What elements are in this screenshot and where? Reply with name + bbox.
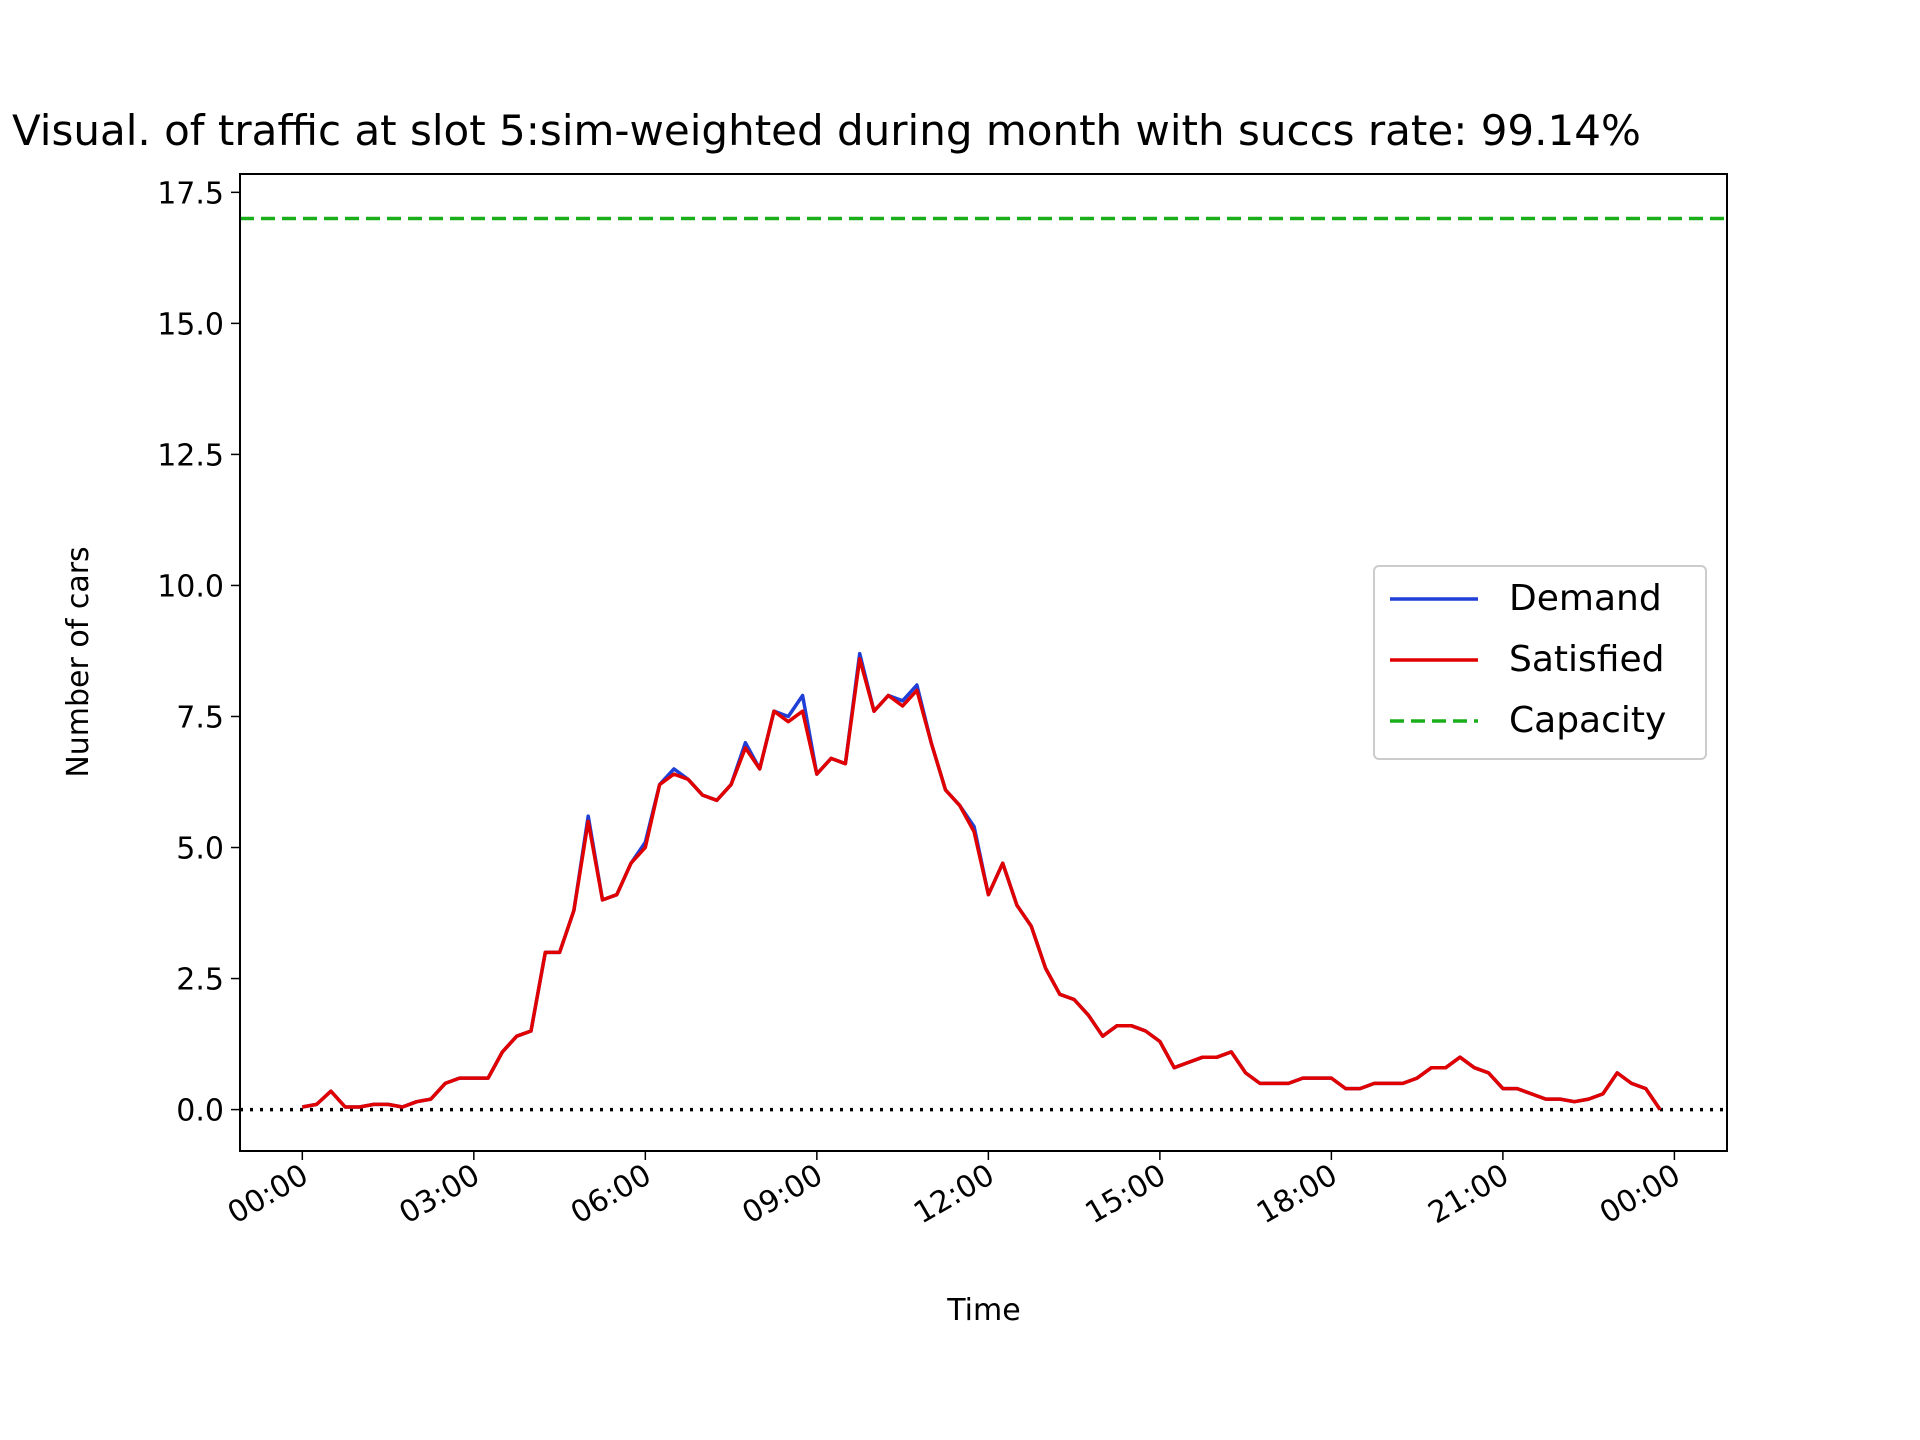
legend-label: Demand [1509,578,1662,619]
axes-frame [239,173,1728,1152]
x-axis-label: Time [946,1293,1020,1328]
x-tick-label: 03:00 [393,1158,485,1232]
x-tick-label: 09:00 [736,1158,828,1232]
x-tick-label: 12:00 [908,1158,1000,1232]
x-tick-label: 15:00 [1079,1158,1171,1232]
x-tick-label: 00:00 [222,1158,314,1232]
x-tick-label: 21:00 [1423,1158,1515,1232]
y-tick-label: 12.5 [157,438,224,473]
legend-box [1373,565,1707,760]
y-tick-label: 17.5 [157,176,224,211]
legend-label: Capacity [1509,700,1666,741]
x-tick-label: 18:00 [1251,1158,1343,1232]
y-tick-label: 7.5 [176,700,224,735]
y-tick-label: 10.0 [157,569,224,604]
y-tick-label: 5.0 [176,832,224,867]
y-axis-label: Number of cars [61,546,96,777]
x-tick-label: 06:00 [565,1158,657,1232]
series-line [301,657,1662,1111]
legend-label: Satisfied [1509,639,1664,680]
y-tick-label: 2.5 [176,963,224,998]
y-tick-label: 15.0 [157,307,224,342]
chart-title: Visual. of traffic at slot 5:sim-weighte… [12,106,1641,155]
y-tick-label: 0.0 [176,1094,224,1129]
x-tick-label: 00:00 [1594,1158,1686,1232]
